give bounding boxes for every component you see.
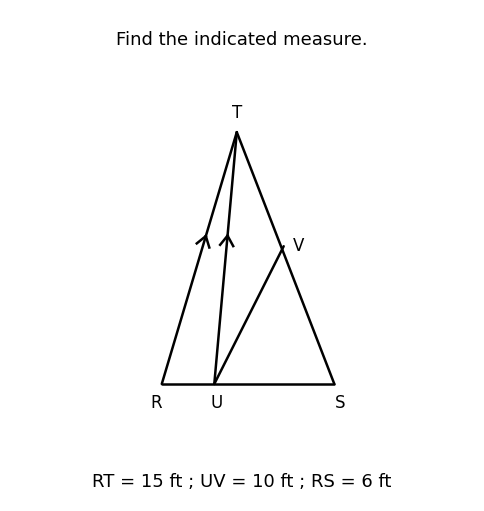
Text: RT = 15 ft ; UV = 10 ft ; RS = 6 ft: RT = 15 ft ; UV = 10 ft ; RS = 6 ft xyxy=(92,473,392,491)
Text: V: V xyxy=(293,237,304,256)
Text: T: T xyxy=(232,104,242,122)
Text: S: S xyxy=(335,394,345,412)
Text: U: U xyxy=(210,394,222,412)
Text: Find the indicated measure.: Find the indicated measure. xyxy=(116,31,368,49)
Text: R: R xyxy=(151,394,162,412)
